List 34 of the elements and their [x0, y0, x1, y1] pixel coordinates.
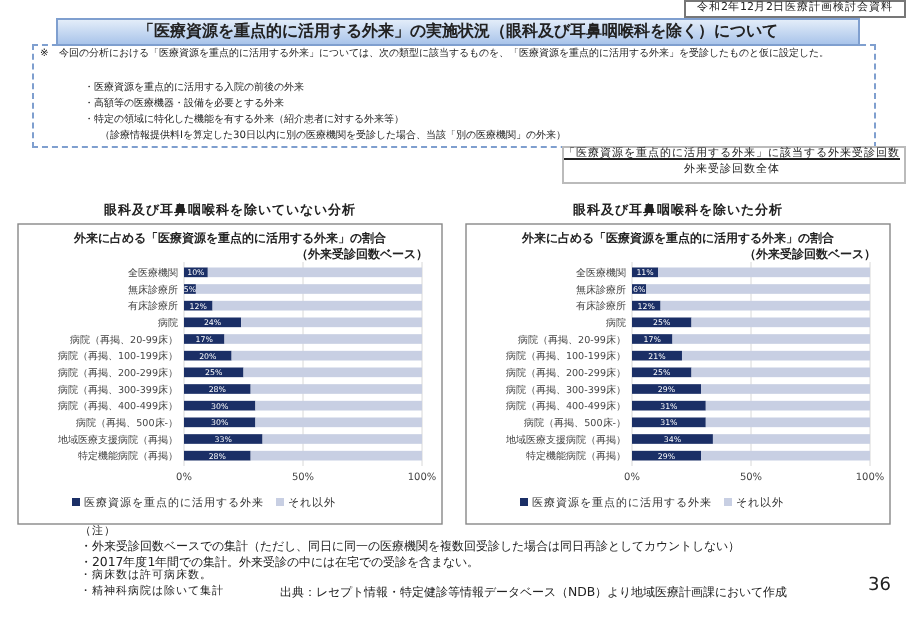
bar [672, 334, 870, 344]
bar [255, 400, 422, 411]
bar [243, 367, 422, 378]
text: 36 [868, 576, 893, 599]
bar [195, 284, 422, 294]
bar [224, 334, 422, 344]
bar [250, 384, 422, 394]
bar [231, 350, 422, 361]
bar [250, 450, 422, 461]
bar [712, 434, 870, 444]
bar [184, 434, 263, 444]
bar [705, 417, 870, 428]
bar [184, 450, 251, 461]
text: 「医療資源を重点的に活用する外来」の実施状況（眼科及び耳鼻咽喉科を除く）について [56, 18, 860, 46]
bar [646, 284, 870, 294]
bar [241, 317, 422, 328]
bar [184, 384, 251, 394]
bar [701, 384, 870, 394]
bar [632, 434, 713, 444]
bar [207, 267, 422, 278]
bar [632, 384, 702, 394]
bar [262, 434, 422, 444]
bar [658, 267, 870, 278]
bar [681, 350, 870, 361]
bar [691, 367, 870, 378]
bar [632, 400, 706, 411]
bar [705, 400, 870, 411]
bar [632, 450, 702, 461]
bar [184, 400, 256, 411]
bar [701, 450, 870, 461]
bar [691, 317, 870, 328]
bar [212, 300, 422, 311]
bar [255, 417, 422, 428]
bar [660, 300, 870, 311]
